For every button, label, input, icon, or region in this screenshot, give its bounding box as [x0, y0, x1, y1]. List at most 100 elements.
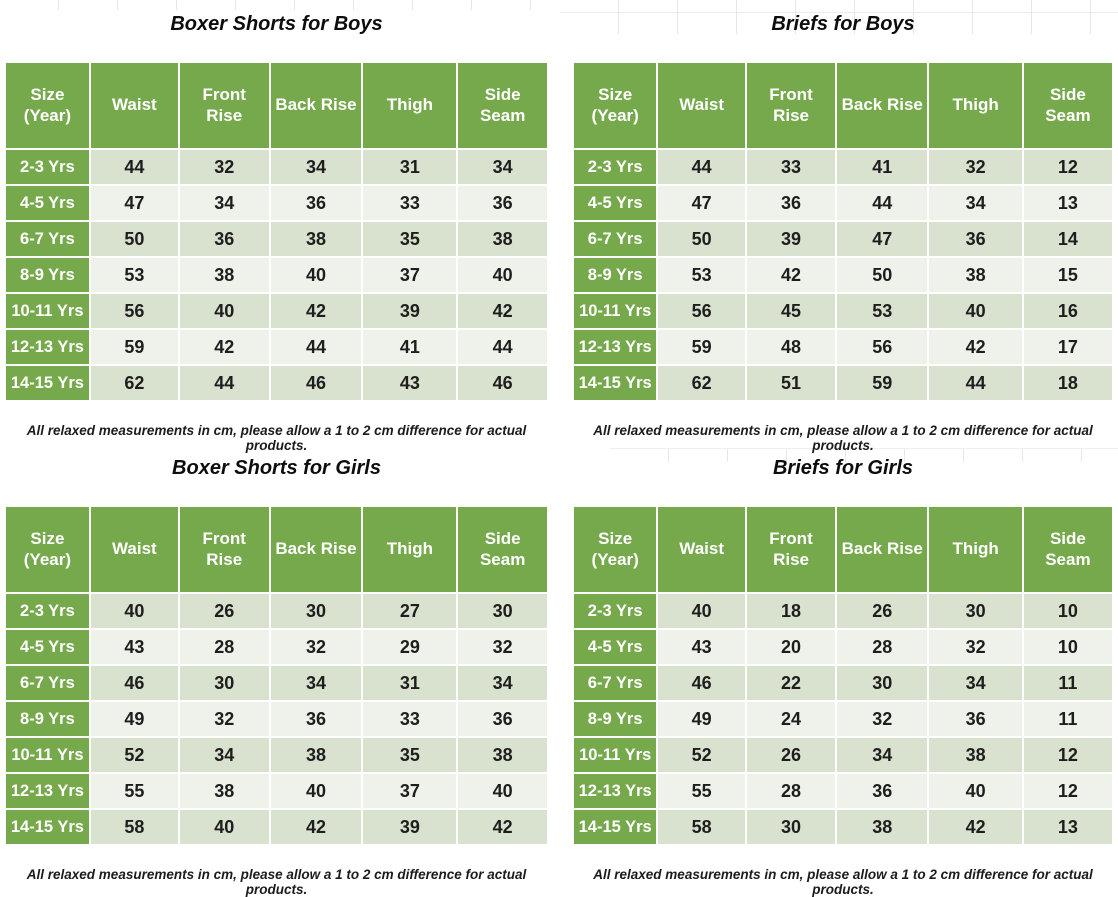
table-cell: 38 — [270, 738, 362, 772]
table-cell: 36 — [179, 222, 269, 256]
table-cell: 43 — [363, 366, 457, 400]
table-cell: 31 — [363, 666, 457, 700]
table-cell: 22 — [746, 666, 836, 700]
column-header: Waist — [90, 507, 178, 592]
table-cell: 56 — [837, 330, 928, 364]
size-table-boxer-shorts-girls: Size (Year) Waist Front Rise Back Rise Thigh… — [4, 505, 549, 846]
table-cell: 32 — [270, 630, 362, 664]
table-cell: 36 — [458, 702, 547, 736]
table-cell: 15 — [1023, 258, 1112, 292]
table-cell: 32 — [929, 630, 1022, 664]
table-cell: 30 — [458, 594, 547, 628]
table-cell: 34 — [270, 666, 362, 700]
table-row: 4-5 Yrs 43 28 32 29 32 — [6, 630, 547, 664]
row-label: 6-7 Yrs — [6, 666, 89, 700]
table-cell: 36 — [270, 186, 362, 220]
table-cell: 32 — [837, 702, 928, 736]
column-header: Size (Year) — [6, 507, 89, 592]
table-cell: 50 — [658, 222, 745, 256]
table-cell: 50 — [837, 258, 928, 292]
table-cell: 33 — [746, 150, 836, 184]
table-cell: 16 — [1023, 294, 1112, 328]
table-cell: 40 — [270, 258, 362, 292]
table-row: 14-15 Yrs 62 51 59 44 18 — [574, 366, 1112, 400]
table-cell: 42 — [458, 810, 547, 844]
table-cell: 37 — [363, 774, 457, 808]
column-header: Waist — [90, 63, 178, 148]
table-row: 8-9 Yrs 49 32 36 33 36 — [6, 702, 547, 736]
column-header: Side Seam — [1023, 63, 1112, 148]
table-cell: 24 — [746, 702, 836, 736]
table-cell: 42 — [929, 330, 1022, 364]
row-label: 8-9 Yrs — [574, 702, 657, 736]
table-row: 4-5 Yrs 47 34 36 33 36 — [6, 186, 547, 220]
column-header: Thigh — [363, 507, 457, 592]
table-cell: 47 — [837, 222, 928, 256]
table-cell: 44 — [90, 150, 178, 184]
size-table-briefs-boys: Size (Year) Waist Front Rise Back Rise Thigh… — [572, 61, 1114, 402]
table-row: 8-9 Yrs 53 42 50 38 15 — [574, 258, 1112, 292]
table-cell: 46 — [90, 666, 178, 700]
table-cell: 40 — [929, 774, 1022, 808]
table-cell: 38 — [929, 258, 1022, 292]
table-cell: 32 — [929, 150, 1022, 184]
table-cell: 34 — [458, 150, 547, 184]
table-cell: 44 — [837, 186, 928, 220]
row-label: 12-13 Yrs — [574, 774, 657, 808]
column-header: Waist — [658, 507, 745, 592]
table-cell: 46 — [270, 366, 362, 400]
table-cell: 34 — [179, 738, 269, 772]
table-row: 10-11 Yrs 52 34 38 35 38 — [6, 738, 547, 772]
row-label: 4-5 Yrs — [6, 630, 89, 664]
table-cell: 10 — [1023, 630, 1112, 664]
column-header: Thigh — [929, 63, 1022, 148]
row-label: 4-5 Yrs — [574, 630, 657, 664]
table-cell: 36 — [270, 702, 362, 736]
table-row: 12-13 Yrs 59 48 56 42 17 — [574, 330, 1112, 364]
table-title: Briefs for Girls — [772, 457, 914, 479]
header-row: Size (Year) Waist Front Rise Back Rise Thigh… — [6, 63, 547, 148]
table-cell: 55 — [90, 774, 178, 808]
row-label: 12-13 Yrs — [6, 330, 89, 364]
column-header: Side Seam — [458, 63, 547, 148]
measurement-note: All relaxed measurements in cm, please a… — [26, 423, 527, 453]
table-cell: 20 — [746, 630, 836, 664]
row-label: 10-11 Yrs — [574, 294, 657, 328]
panel-boxer-shorts-girls: Boxer Shorts for Girls Size (Year) Waist F… — [4, 455, 549, 897]
table-cell: 38 — [458, 222, 547, 256]
table-cell: 42 — [270, 294, 362, 328]
table-cell: 50 — [90, 222, 178, 256]
table-cell: 62 — [658, 366, 745, 400]
table-cell: 11 — [1023, 666, 1112, 700]
table-cell: 40 — [270, 774, 362, 808]
table-row: 12-13 Yrs 59 42 44 41 44 — [6, 330, 547, 364]
table-cell: 36 — [746, 186, 836, 220]
table-cell: 28 — [837, 630, 928, 664]
table-row: 2-3 Yrs 40 26 30 27 30 — [6, 594, 547, 628]
measurement-note: All relaxed measurements in cm, please a… — [593, 423, 1093, 453]
table-title: Boxer Shorts for Girls — [172, 457, 381, 479]
column-header: Front Rise — [179, 63, 269, 148]
row-label: 14-15 Yrs — [574, 366, 657, 400]
table-cell: 48 — [746, 330, 836, 364]
table-cell: 49 — [658, 702, 745, 736]
row-label: 2-3 Yrs — [6, 150, 89, 184]
row-label: 8-9 Yrs — [6, 702, 89, 736]
row-label: 6-7 Yrs — [6, 222, 89, 256]
column-header: Thigh — [929, 507, 1022, 592]
table-cell: 28 — [179, 630, 269, 664]
table-cell: 33 — [363, 186, 457, 220]
table-cell: 44 — [929, 366, 1022, 400]
table-cell: 12 — [1023, 150, 1112, 184]
table-cell: 42 — [929, 810, 1022, 844]
table-cell: 44 — [270, 330, 362, 364]
table-row: 6-7 Yrs 50 39 47 36 14 — [574, 222, 1112, 256]
table-cell: 11 — [1023, 702, 1112, 736]
table-cell: 34 — [929, 186, 1022, 220]
column-header: Back Rise — [837, 63, 928, 148]
measurement-note: All relaxed measurements in cm, please a… — [593, 867, 1093, 897]
column-header: Size (Year) — [6, 63, 89, 148]
table-cell: 47 — [658, 186, 745, 220]
table-cell: 17 — [1023, 330, 1112, 364]
table-cell: 34 — [458, 666, 547, 700]
